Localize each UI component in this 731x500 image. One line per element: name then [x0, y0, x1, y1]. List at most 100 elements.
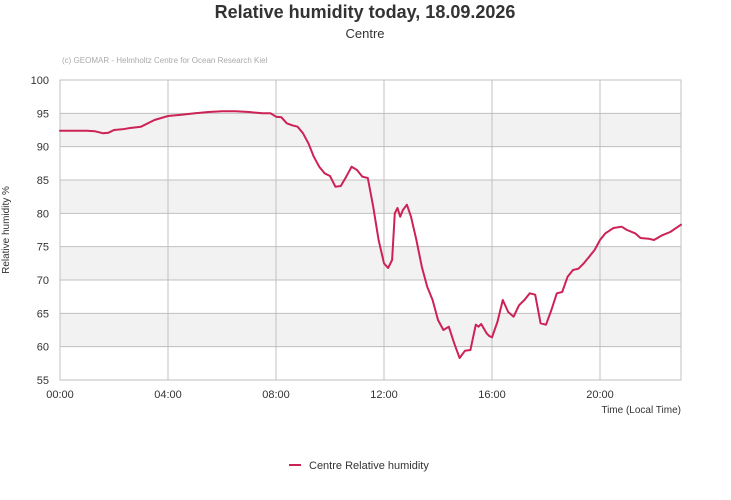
data-point[interactable] [234, 110, 237, 112]
data-point[interactable] [680, 224, 682, 226]
data-point[interactable] [207, 111, 210, 113]
data-point[interactable] [594, 249, 596, 251]
data-point[interactable] [297, 126, 299, 128]
data-point[interactable] [426, 286, 428, 288]
data-point[interactable] [391, 259, 393, 261]
data-point[interactable] [72, 130, 75, 132]
data-point[interactable] [523, 299, 526, 301]
data-point[interactable] [340, 185, 342, 187]
data-point[interactable] [432, 299, 434, 301]
data-point[interactable] [94, 130, 96, 132]
data-point[interactable] [634, 232, 636, 234]
data-point[interactable] [442, 329, 444, 331]
data-point[interactable] [351, 166, 353, 168]
data-point[interactable] [639, 237, 642, 239]
data-point[interactable] [437, 319, 439, 321]
data-point[interactable] [121, 128, 123, 130]
data-point[interactable] [572, 269, 574, 271]
data-point[interactable] [577, 268, 580, 270]
data-point[interactable] [540, 322, 542, 324]
data-point[interactable] [406, 204, 408, 206]
chart-bands [60, 113, 681, 347]
data-point[interactable] [410, 216, 412, 218]
data-point[interactable] [545, 324, 547, 326]
data-point[interactable] [318, 166, 320, 168]
data-point[interactable] [415, 239, 417, 241]
data-point[interactable] [653, 239, 655, 241]
data-point[interactable] [280, 116, 282, 118]
data-point[interactable] [604, 232, 607, 234]
data-point[interactable] [464, 350, 466, 352]
data-point[interactable] [153, 119, 156, 121]
data-point[interactable] [669, 231, 671, 233]
data-point[interactable] [518, 304, 520, 306]
data-point[interactable] [129, 127, 131, 129]
data-point[interactable] [612, 227, 615, 229]
data-point[interactable] [167, 115, 169, 117]
data-point[interactable] [102, 132, 104, 134]
data-point[interactable] [550, 309, 553, 311]
data-point[interactable] [140, 126, 142, 128]
data-point[interactable] [180, 114, 183, 116]
data-point[interactable] [59, 130, 61, 132]
data-point[interactable] [378, 239, 380, 241]
data-point[interactable] [402, 209, 404, 211]
data-point[interactable] [113, 129, 115, 131]
data-point[interactable] [329, 175, 331, 177]
data-point[interactable] [387, 267, 389, 269]
data-point[interactable] [648, 238, 650, 240]
data-point[interactable] [529, 292, 531, 294]
data-point[interactable] [313, 156, 315, 158]
x-tick-labels: 00:00 04:00 08:00 12:00 16:00 20:00 [46, 389, 614, 401]
data-point[interactable] [248, 111, 250, 113]
data-point[interactable] [448, 326, 450, 328]
data-point[interactable] [556, 292, 558, 294]
data-point[interactable] [396, 207, 399, 209]
legend[interactable]: Centre Relative humidity [289, 460, 429, 472]
data-point[interactable] [583, 262, 585, 264]
data-point[interactable] [661, 234, 663, 236]
data-point[interactable] [86, 130, 88, 132]
data-point[interactable] [496, 321, 498, 323]
data-point[interactable] [567, 276, 569, 278]
data-point[interactable] [486, 332, 488, 334]
data-point[interactable] [507, 311, 509, 313]
data-point[interactable] [502, 299, 504, 301]
data-point[interactable] [383, 262, 385, 264]
data-point[interactable] [399, 216, 401, 218]
data-point[interactable] [291, 124, 293, 126]
data-point[interactable] [324, 172, 326, 174]
data-point[interactable] [621, 226, 623, 228]
data-point[interactable] [345, 176, 347, 178]
data-point[interactable] [108, 132, 110, 134]
data-point[interactable] [421, 266, 423, 268]
data-point[interactable] [372, 206, 374, 208]
data-point[interactable] [356, 169, 358, 171]
data-point[interactable] [453, 342, 455, 344]
data-point[interactable] [491, 336, 493, 338]
data-point[interactable] [513, 316, 515, 318]
data-point[interactable] [275, 116, 277, 118]
data-point[interactable] [221, 110, 223, 112]
data-point[interactable] [475, 324, 477, 326]
data-point[interactable] [626, 229, 628, 231]
data-point[interactable] [534, 294, 536, 296]
data-point[interactable] [361, 176, 363, 178]
data-point[interactable] [194, 112, 196, 114]
data-point[interactable] [394, 212, 396, 214]
data-point[interactable] [261, 112, 264, 114]
data-point[interactable] [588, 256, 590, 258]
data-point[interactable] [286, 122, 288, 124]
data-point[interactable] [302, 132, 304, 134]
data-point[interactable] [477, 326, 480, 328]
data-point[interactable] [459, 357, 461, 359]
data-point[interactable] [599, 239, 601, 241]
data-point[interactable] [469, 349, 471, 351]
data-point[interactable] [367, 177, 369, 179]
data-point[interactable] [561, 291, 563, 293]
data-point[interactable] [307, 142, 309, 144]
data-point[interactable] [488, 335, 490, 337]
data-point[interactable] [334, 186, 336, 188]
data-point[interactable] [480, 323, 482, 325]
data-point[interactable] [270, 112, 272, 114]
